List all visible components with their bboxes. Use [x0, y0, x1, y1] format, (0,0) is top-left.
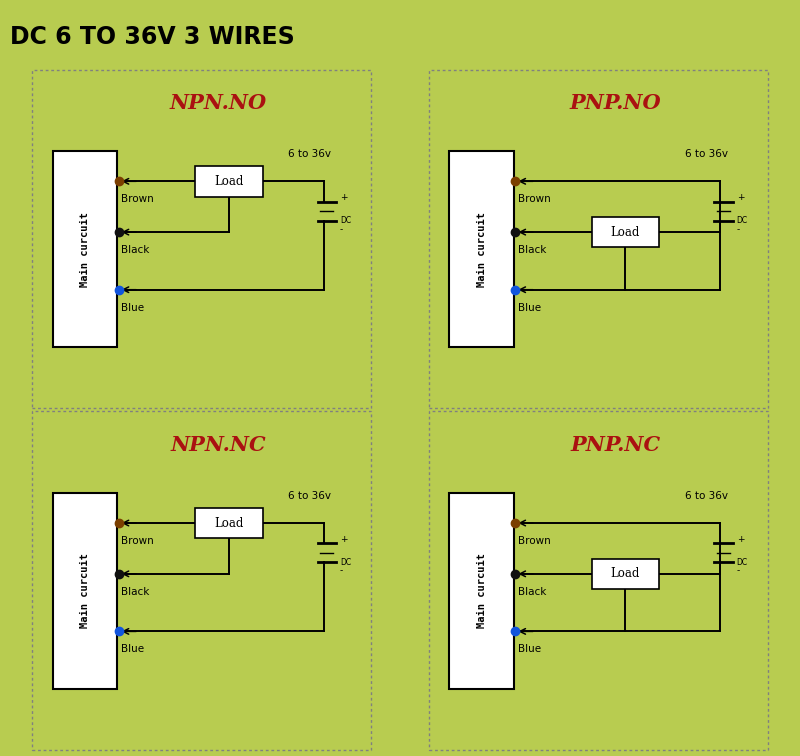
Text: PNP.NO: PNP.NO: [570, 94, 661, 113]
Text: Blue: Blue: [518, 644, 541, 654]
Text: Black: Black: [518, 587, 546, 596]
Text: Blue: Blue: [518, 302, 541, 312]
Text: NPN.NO: NPN.NO: [170, 94, 267, 113]
Text: +: +: [340, 534, 347, 544]
Text: Main curcuit: Main curcuit: [477, 553, 486, 628]
Text: -: -: [340, 567, 343, 575]
Bar: [592, 217, 659, 247]
Text: Blue: Blue: [121, 644, 144, 654]
Text: Load: Load: [214, 516, 243, 529]
Text: NPN.NC: NPN.NC: [170, 435, 266, 455]
Text: Black: Black: [518, 245, 546, 255]
Bar: [450, 151, 514, 347]
Text: +: +: [340, 193, 347, 202]
Bar: [195, 508, 262, 538]
Text: -: -: [737, 225, 740, 234]
Text: Brown: Brown: [121, 536, 154, 546]
Text: -: -: [340, 225, 343, 234]
Text: +: +: [737, 193, 744, 202]
Text: Brown: Brown: [121, 194, 154, 204]
Text: 6 to 36v: 6 to 36v: [289, 149, 331, 160]
Bar: [195, 166, 262, 197]
Text: +: +: [737, 534, 744, 544]
Text: DC 6 TO 36V 3 WIRES: DC 6 TO 36V 3 WIRES: [10, 25, 294, 48]
Bar: [53, 493, 117, 689]
Text: 6 to 36v: 6 to 36v: [289, 491, 331, 501]
Text: Blue: Blue: [121, 302, 144, 312]
Text: Main curcuit: Main curcuit: [80, 553, 90, 628]
Text: Brown: Brown: [518, 194, 550, 204]
Text: Load: Load: [214, 175, 243, 187]
Text: Load: Load: [611, 225, 640, 239]
Text: Main curcuit: Main curcuit: [80, 212, 90, 287]
Text: Black: Black: [121, 245, 150, 255]
Text: DC: DC: [340, 216, 351, 225]
Text: Load: Load: [611, 567, 640, 581]
Text: DC: DC: [737, 216, 748, 225]
Bar: [592, 559, 659, 589]
Bar: [53, 151, 117, 347]
Text: PNP.NC: PNP.NC: [570, 435, 660, 455]
Text: Brown: Brown: [518, 536, 550, 546]
Text: Black: Black: [121, 587, 150, 596]
Text: Main curcuit: Main curcuit: [477, 212, 486, 287]
Text: DC: DC: [340, 558, 351, 567]
Text: 6 to 36v: 6 to 36v: [686, 491, 728, 501]
Text: 6 to 36v: 6 to 36v: [686, 149, 728, 160]
Text: -: -: [737, 567, 740, 575]
Text: DC: DC: [737, 558, 748, 567]
Bar: [450, 493, 514, 689]
